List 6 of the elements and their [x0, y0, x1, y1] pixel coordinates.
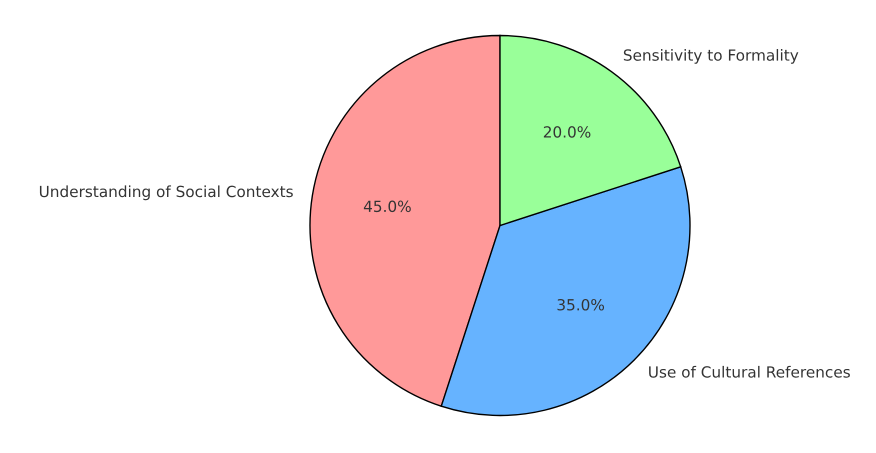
- data-label: 20.0%: [544, 126, 590, 138]
- data-label: 35.0%: [558, 298, 604, 311]
- slice-label: Sensitivity to Formality: [624, 49, 798, 64]
- data-label: 45.0%: [364, 200, 411, 212]
- slice-label: Use of Cultural References: [649, 366, 850, 378]
- slice-label: Understanding of Social Contexts: [40, 185, 293, 200]
